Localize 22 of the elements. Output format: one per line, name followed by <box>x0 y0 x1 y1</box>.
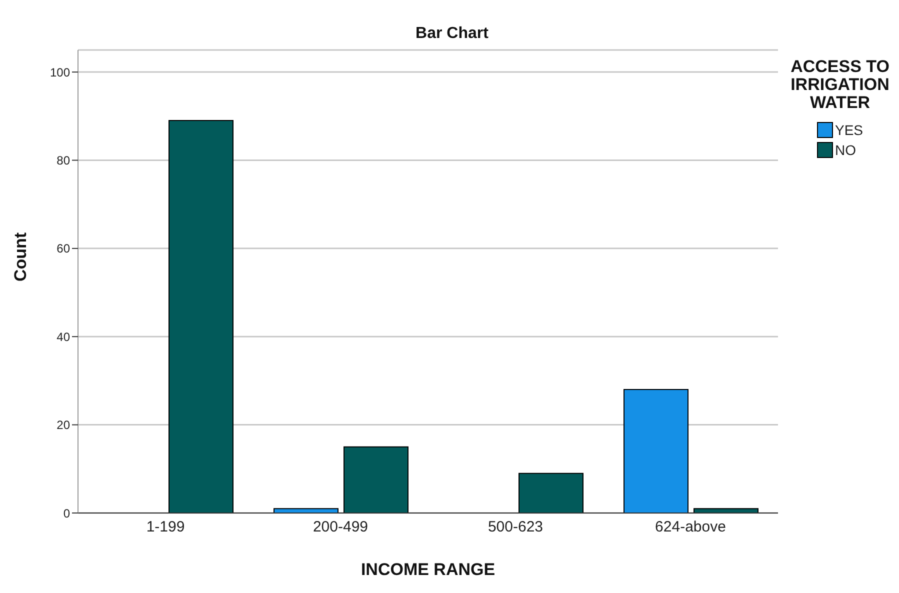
x-tick-label: 200-499 <box>312 518 368 536</box>
y-axis-title: Count <box>11 232 30 282</box>
y-tick-label: 60 <box>56 242 70 256</box>
chart-title: Bar Chart <box>416 25 490 42</box>
y-tick-label: 0 <box>63 506 70 520</box>
x-tick-label: 1-199 <box>146 518 185 536</box>
legend-title: ACCESS TO IRRIGATION WATER <box>790 57 890 112</box>
x-axis-title: INCOME RANGE <box>360 560 496 579</box>
bar <box>694 508 758 513</box>
x-tick-label: 624-above <box>655 518 726 536</box>
legend-label: NO <box>834 142 856 158</box>
bar <box>624 389 688 513</box>
legend-label: YES <box>834 122 863 138</box>
y-tick-label: 20 <box>56 418 70 432</box>
bar <box>274 508 338 513</box>
bar <box>344 446 408 513</box>
bar <box>518 472 584 513</box>
y-tick-label: 100 <box>50 65 70 80</box>
y-tick-label: 80 <box>56 154 70 168</box>
y-tick-label: 40 <box>56 330 70 344</box>
bar <box>168 120 234 513</box>
x-tick-label: 500-623 <box>488 518 544 536</box>
